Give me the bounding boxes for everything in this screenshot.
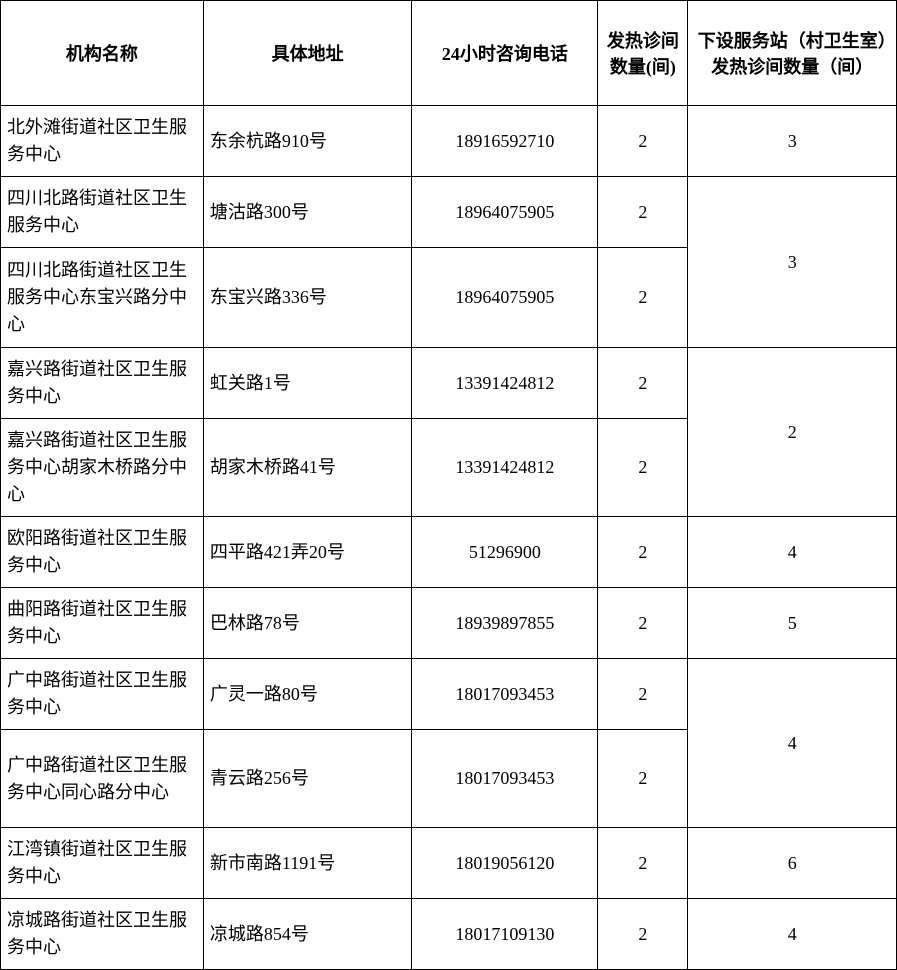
cell-phone: 18017093453	[412, 659, 598, 730]
cell-name: 嘉兴路街道社区卫生服务中心	[1, 348, 204, 419]
cell-count1: 2	[598, 899, 688, 970]
cell-name: 江湾镇街道社区卫生服务中心	[1, 828, 204, 899]
table-row: 四川北路街道社区卫生服务中心 塘沽路300号 18964075905 2 3	[1, 177, 897, 248]
table-header-row: 机构名称 具体地址 24小时咨询电话 发热诊间数量(间) 下设服务站（村卫生室）…	[1, 1, 897, 106]
cell-name: 广中路街道社区卫生服务中心同心路分中心	[1, 730, 204, 828]
cell-phone: 13391424812	[412, 348, 598, 419]
cell-phone: 13391424812	[412, 419, 598, 517]
cell-phone: 18964075905	[412, 177, 598, 248]
cell-address: 虹关路1号	[203, 348, 412, 419]
cell-count1: 2	[598, 248, 688, 348]
cell-address: 四平路421弄20号	[203, 517, 412, 588]
header-station-fever-clinic-count: 下设服务站（村卫生室）发热诊间数量（间）	[688, 1, 897, 106]
cell-address: 东宝兴路336号	[203, 248, 412, 348]
cell-address: 胡家木桥路41号	[203, 419, 412, 517]
cell-address: 东余杭路910号	[203, 106, 412, 177]
header-address: 具体地址	[203, 1, 412, 106]
cell-count1: 2	[598, 177, 688, 248]
header-fever-clinic-count: 发热诊间数量(间)	[598, 1, 688, 106]
cell-address: 新市南路1191号	[203, 828, 412, 899]
cell-count1: 2	[598, 659, 688, 730]
cell-phone: 18939897855	[412, 588, 598, 659]
header-phone: 24小时咨询电话	[412, 1, 598, 106]
cell-address: 凉城路854号	[203, 899, 412, 970]
cell-count2: 4	[688, 517, 897, 588]
cell-phone: 51296900	[412, 517, 598, 588]
header-institution-name: 机构名称	[1, 1, 204, 106]
cell-name: 四川北路街道社区卫生服务中心	[1, 177, 204, 248]
cell-phone: 18916592710	[412, 106, 598, 177]
cell-name: 北外滩街道社区卫生服务中心	[1, 106, 204, 177]
cell-count2: 3	[688, 106, 897, 177]
table-row: 欧阳路街道社区卫生服务中心 四平路421弄20号 51296900 2 4	[1, 517, 897, 588]
cell-count1: 2	[598, 106, 688, 177]
cell-name: 欧阳路街道社区卫生服务中心	[1, 517, 204, 588]
table-row: 曲阳路街道社区卫生服务中心 巴林路78号 18939897855 2 5	[1, 588, 897, 659]
cell-count2: 5	[688, 588, 897, 659]
table-row: 北外滩街道社区卫生服务中心 东余杭路910号 18916592710 2 3	[1, 106, 897, 177]
cell-count1: 2	[598, 828, 688, 899]
table-row: 嘉兴路街道社区卫生服务中心 虹关路1号 13391424812 2 2	[1, 348, 897, 419]
cell-name: 凉城路街道社区卫生服务中心	[1, 899, 204, 970]
cell-name: 曲阳路街道社区卫生服务中心	[1, 588, 204, 659]
table-row: 江湾镇街道社区卫生服务中心 新市南路1191号 18019056120 2 6	[1, 828, 897, 899]
cell-name: 嘉兴路街道社区卫生服务中心胡家木桥路分中心	[1, 419, 204, 517]
health-center-table: 机构名称 具体地址 24小时咨询电话 发热诊间数量(间) 下设服务站（村卫生室）…	[0, 0, 897, 970]
table-body: 北外滩街道社区卫生服务中心 东余杭路910号 18916592710 2 3 四…	[1, 106, 897, 970]
cell-count2: 3	[688, 177, 897, 348]
cell-phone: 18017093453	[412, 730, 598, 828]
cell-count2: 4	[688, 899, 897, 970]
cell-address: 广灵一路80号	[203, 659, 412, 730]
cell-count1: 2	[598, 517, 688, 588]
cell-address: 塘沽路300号	[203, 177, 412, 248]
table-row: 广中路街道社区卫生服务中心 广灵一路80号 18017093453 2 4	[1, 659, 897, 730]
cell-name: 四川北路街道社区卫生服务中心东宝兴路分中心	[1, 248, 204, 348]
cell-address: 巴林路78号	[203, 588, 412, 659]
cell-count2: 6	[688, 828, 897, 899]
table-row: 凉城路街道社区卫生服务中心 凉城路854号 18017109130 2 4	[1, 899, 897, 970]
cell-count1: 2	[598, 730, 688, 828]
cell-count2: 2	[688, 348, 897, 517]
cell-count1: 2	[598, 419, 688, 517]
cell-address: 青云路256号	[203, 730, 412, 828]
cell-name: 广中路街道社区卫生服务中心	[1, 659, 204, 730]
cell-count1: 2	[598, 348, 688, 419]
cell-count1: 2	[598, 588, 688, 659]
cell-count2: 4	[688, 659, 897, 828]
cell-phone: 18964075905	[412, 248, 598, 348]
cell-phone: 18017109130	[412, 899, 598, 970]
cell-phone: 18019056120	[412, 828, 598, 899]
